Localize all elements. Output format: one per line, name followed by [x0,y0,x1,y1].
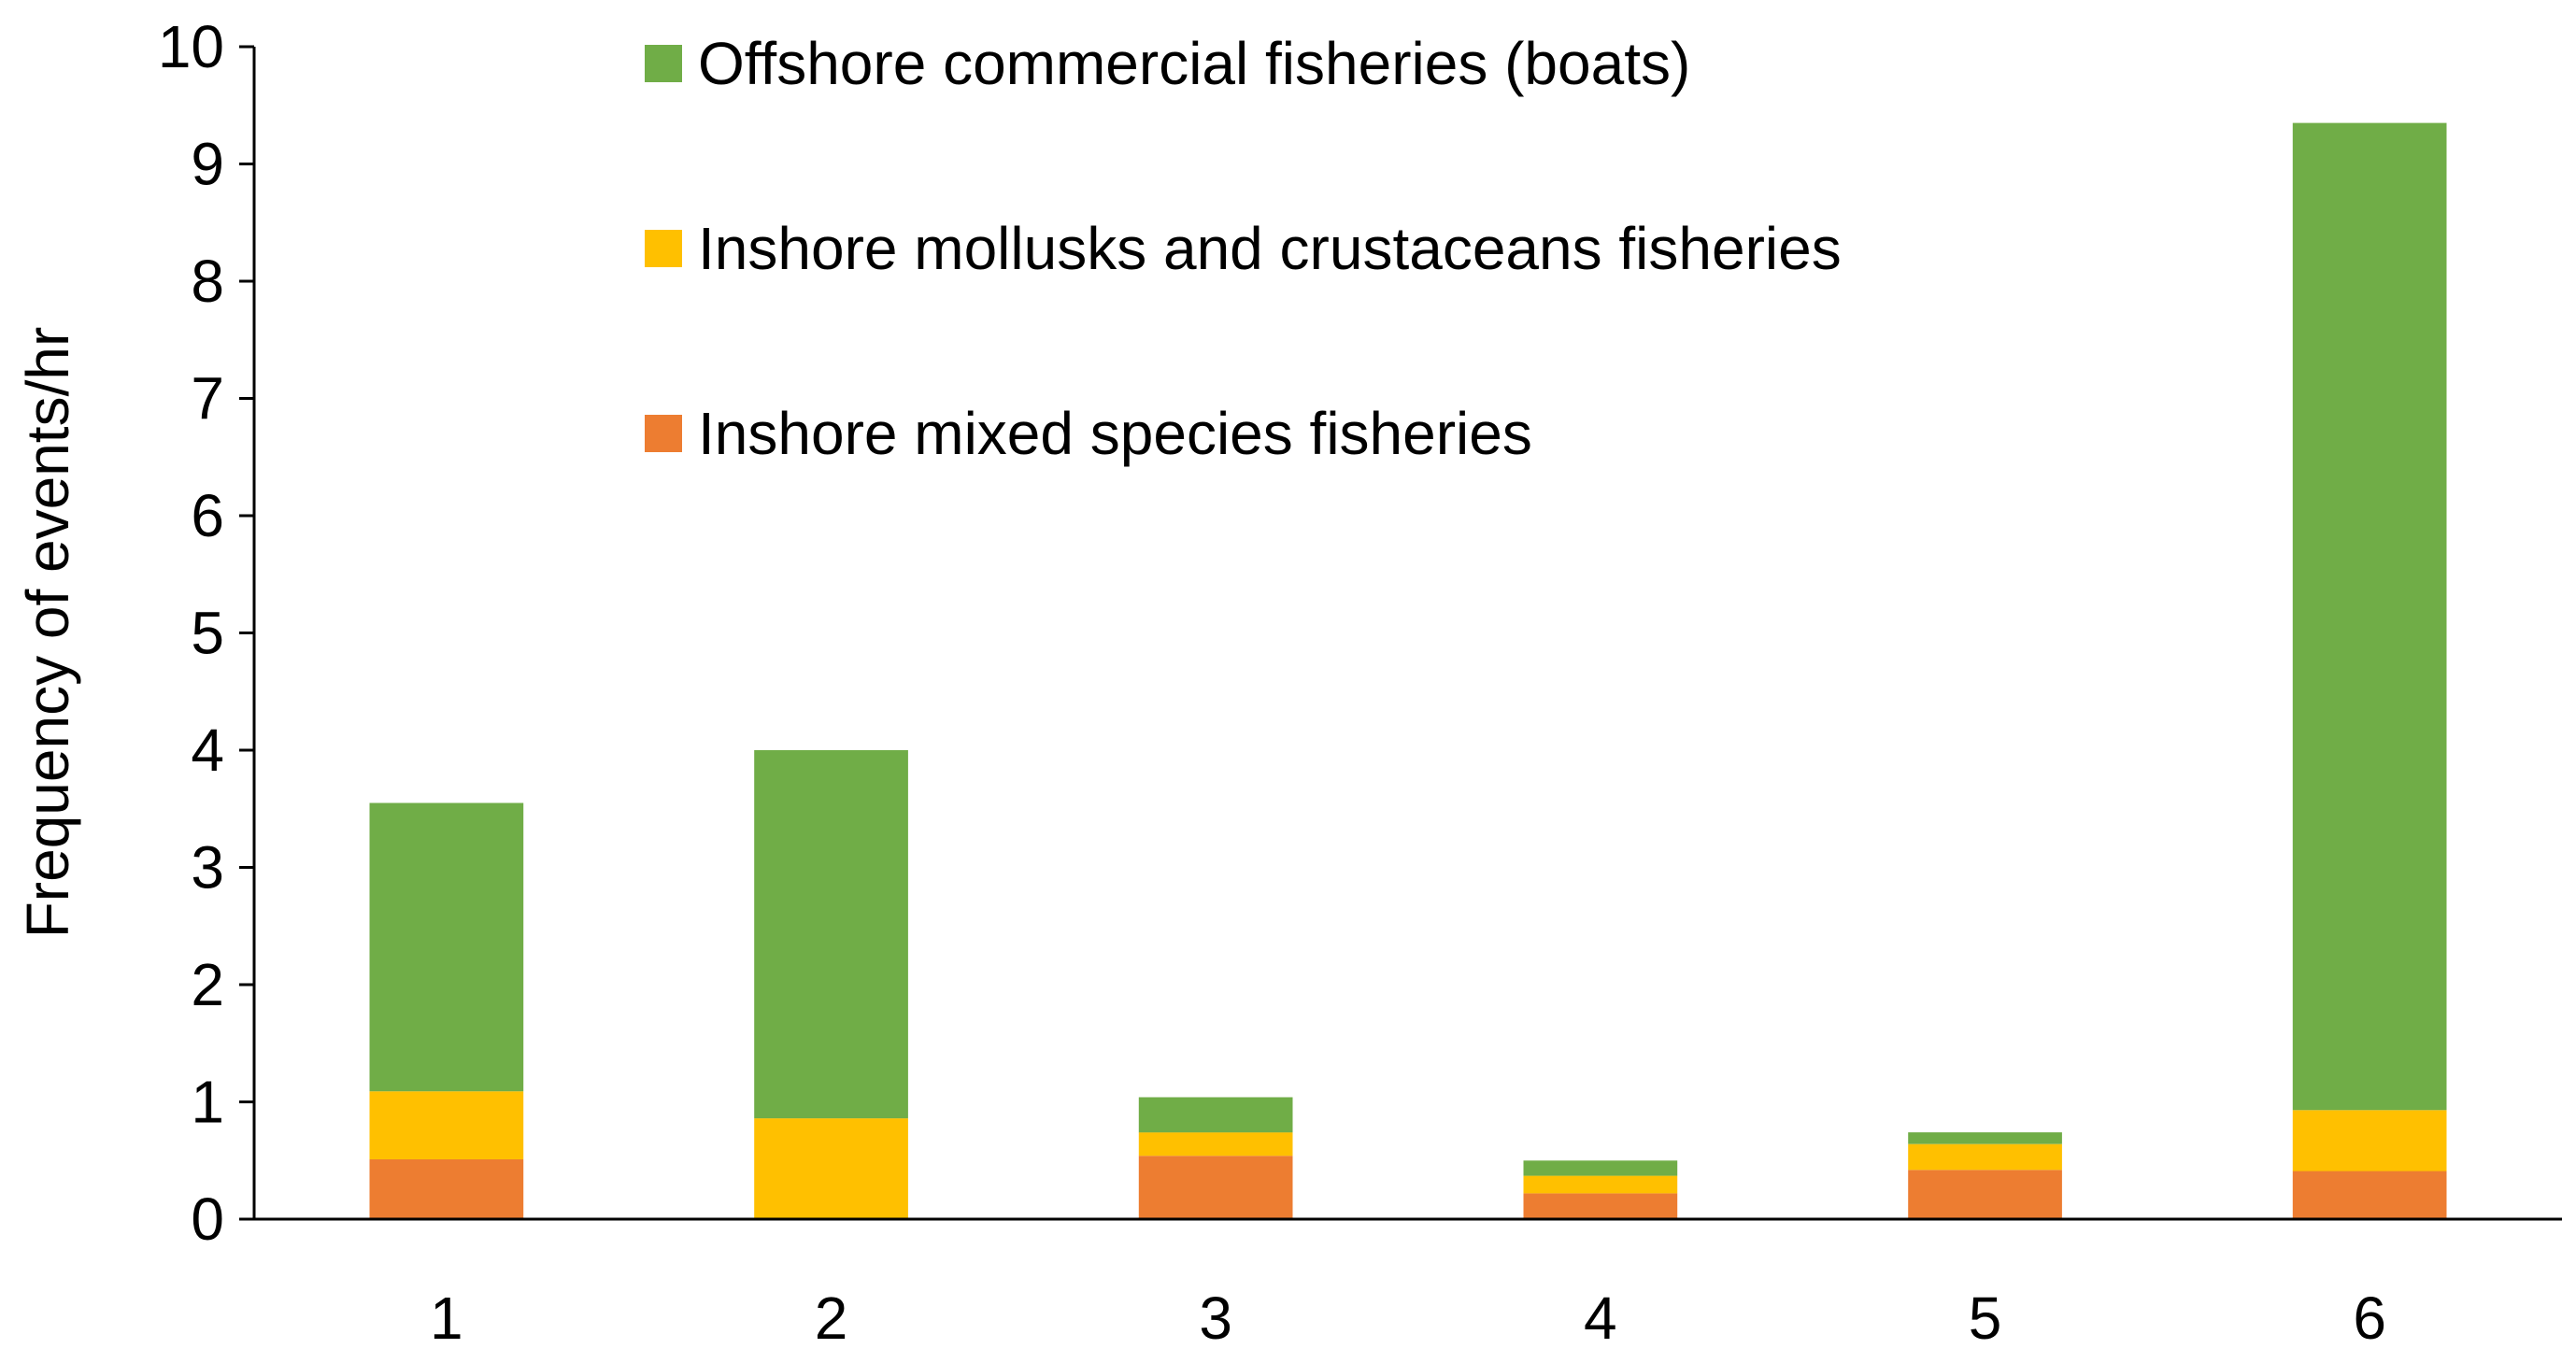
bar-segment-cat3-series1 [1138,1132,1293,1157]
bar-segment-cat4-series1 [1523,1175,1678,1194]
y-tick-label: 8 [191,248,224,315]
bar-segment-cat1-series2 [369,802,524,1092]
y-tick-label: 5 [191,600,224,667]
y-tick-label: 10 [158,13,224,80]
legend-label: Offshore commercial fisheries (boats) [698,30,1690,97]
legend-item: Offshore commercial fisheries (boats) [645,30,1690,97]
bar-segment-cat1-series1 [369,1091,524,1159]
x-category-label: 2 [815,1285,848,1352]
x-labels-layer: 1 2 3 4 5 6 [430,1285,2386,1352]
bar-segment-cat4-series2 [1523,1160,1678,1176]
legend-item: Inshore mixed species fisheries [645,400,1532,467]
legend: Offshore commercial fisheries (boats) Ins… [645,30,1842,467]
bar-segment-cat5-series0 [1908,1170,2062,1219]
y-tick-label: 9 [191,131,224,198]
y-tick-label: 2 [191,951,224,1018]
bar-segment-cat6-series1 [2292,1110,2447,1171]
bar-segment-cat5-series1 [1908,1143,2062,1171]
bar-segment-cat6-series2 [2292,122,2447,1111]
legend-item: Inshore mollusks and crustaceans fisheri… [645,215,1842,282]
bar-segment-cat2-series2 [754,750,908,1119]
y-tick-label: 0 [191,1186,224,1253]
bar-segment-cat3-series2 [1138,1097,1293,1133]
y-tick-label: 7 [191,365,224,433]
y-tick-label: 3 [191,834,224,902]
legend-swatch [645,415,682,452]
bar-segment-cat5-series2 [1908,1132,2062,1144]
x-category-label: 5 [1969,1285,2002,1352]
legend-swatch [645,230,682,267]
bar-segment-cat3-series0 [1138,1156,1293,1219]
x-category-label: 4 [1584,1285,1617,1352]
bar-segment-cat1-series0 [369,1159,524,1219]
legend-swatch [645,45,682,82]
legend-label: Inshore mollusks and crustaceans fisheri… [698,215,1842,282]
y-axis-title: Frequency of events/hr [14,327,81,939]
y-tick-label: 6 [191,482,224,549]
y-ticks-layer: 0 1 2 3 4 5 6 7 8 9 10 [158,13,254,1253]
bar-segment-cat6-series0 [2292,1171,2447,1219]
x-category-label: 1 [430,1285,463,1352]
y-tick-label: 4 [191,717,224,784]
legend-label: Inshore mixed species fisheries [698,400,1532,467]
bar-segment-cat2-series1 [754,1118,908,1219]
y-tick-label: 1 [191,1069,224,1136]
x-category-label: 6 [2353,1285,2386,1352]
bar-segment-cat4-series0 [1523,1193,1678,1219]
x-category-label: 3 [1199,1285,1232,1352]
bars-layer [369,122,2447,1219]
